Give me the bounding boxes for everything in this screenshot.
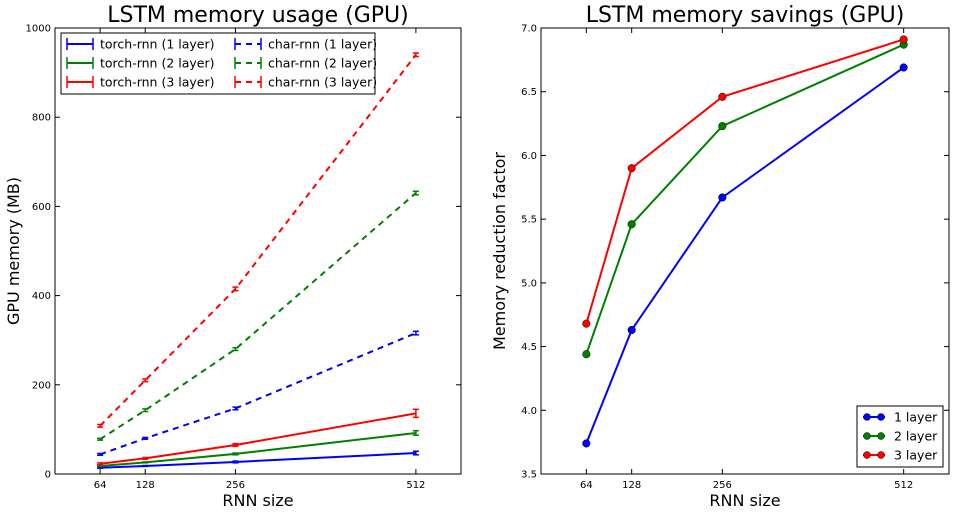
data-point [718, 122, 727, 131]
legend-marker [863, 432, 871, 440]
x-tick-label: 256 [713, 480, 732, 491]
y-tick-label: 0 [45, 470, 51, 481]
x-tick-label: 64 [580, 480, 593, 491]
y-axis-label: Memory reduction factor [490, 152, 509, 350]
legend-label: char-rnn (2 layer) [268, 56, 377, 71]
data-point [627, 220, 636, 229]
y-tick-label: 800 [32, 113, 51, 124]
legend-marker [877, 451, 885, 459]
legend-label: 1 layer [894, 410, 938, 425]
series-1 [97, 450, 419, 469]
chart-1: LSTM memory usage (GPU) RNN size GPU memor… [4, 3, 462, 510]
data-point [718, 193, 727, 202]
series-6 [97, 52, 419, 428]
series-1 [582, 63, 908, 448]
legend-label: char-rnn (3 layer) [268, 75, 377, 90]
series-line [585, 66, 905, 444]
plot-frame [540, 27, 950, 475]
legend: torch-rnn (1 layer) torch-rnn (2 layer) to… [60, 32, 377, 95]
y-tick-label: 400 [32, 291, 51, 302]
data-point [582, 319, 591, 328]
y-tick-label: 1000 [26, 24, 51, 35]
legend-marker [863, 451, 871, 459]
x-tick-label: 256 [226, 480, 245, 491]
legend-marker [877, 413, 885, 421]
legend-label: torch-rnn (1 layer) [100, 37, 215, 52]
y-tick-label: 4.0 [521, 406, 537, 417]
x-tick-label: 128 [136, 480, 155, 491]
data-point [627, 164, 636, 173]
series-line [100, 431, 417, 467]
x-tick-label: 128 [622, 480, 641, 491]
y-tick-label: 600 [32, 202, 51, 213]
chart-title: LSTM memory savings (GPU) [586, 3, 905, 28]
legend-label: char-rnn (1 layer) [268, 37, 377, 52]
y-tick-label: 6.5 [521, 87, 537, 98]
y-tick-label: 7.0 [521, 24, 537, 35]
series-line [99, 412, 417, 465]
legend-label: torch-rnn (3 layer) [100, 75, 215, 90]
series-5 [97, 190, 419, 441]
legend-marker [877, 432, 885, 440]
x-axis-label: RNN size [709, 491, 780, 510]
series-line [585, 43, 905, 355]
chart-2: LSTM memory savings (GPU) RNN size Memory … [490, 3, 950, 510]
y-axis-label: GPU memory (MB) [4, 177, 23, 325]
plot-frame [54, 27, 462, 475]
data-point [899, 63, 908, 72]
y-tick-label: 3.5 [521, 470, 537, 481]
data-point [718, 92, 727, 101]
series-line [99, 332, 417, 456]
y-tick-label: 200 [32, 380, 51, 391]
y-tick-label: 5.5 [521, 215, 537, 226]
chart-title: LSTM memory usage (GPU) [107, 3, 409, 28]
data-point [627, 325, 636, 335]
series-line [585, 38, 904, 324]
x-tick-label: 64 [94, 480, 107, 491]
x-axis-label: RNN size [222, 491, 293, 510]
legend-label: 2 layer [894, 429, 938, 444]
legend: 1 layer 2 layer 3 layer [856, 405, 944, 468]
series-line [100, 452, 416, 469]
data-point [582, 350, 591, 359]
series-3 [97, 408, 419, 466]
x-tick-label: 512 [406, 480, 425, 491]
legend-label: torch-rnn (2 layer) [100, 56, 215, 71]
legend-box [60, 32, 376, 95]
legend-marker [863, 413, 871, 421]
series-line [99, 192, 417, 441]
series-3 [582, 35, 908, 328]
y-tick-label: 4.5 [521, 342, 537, 353]
data-point [899, 35, 908, 44]
y-tick-label: 6.0 [521, 151, 537, 162]
data-point [582, 439, 591, 448]
x-tick-label: 512 [894, 480, 913, 491]
series-2 [97, 429, 419, 468]
y-tick-label: 5.0 [521, 278, 537, 289]
series-4 [97, 330, 419, 457]
legend-label: 3 layer [894, 448, 938, 463]
